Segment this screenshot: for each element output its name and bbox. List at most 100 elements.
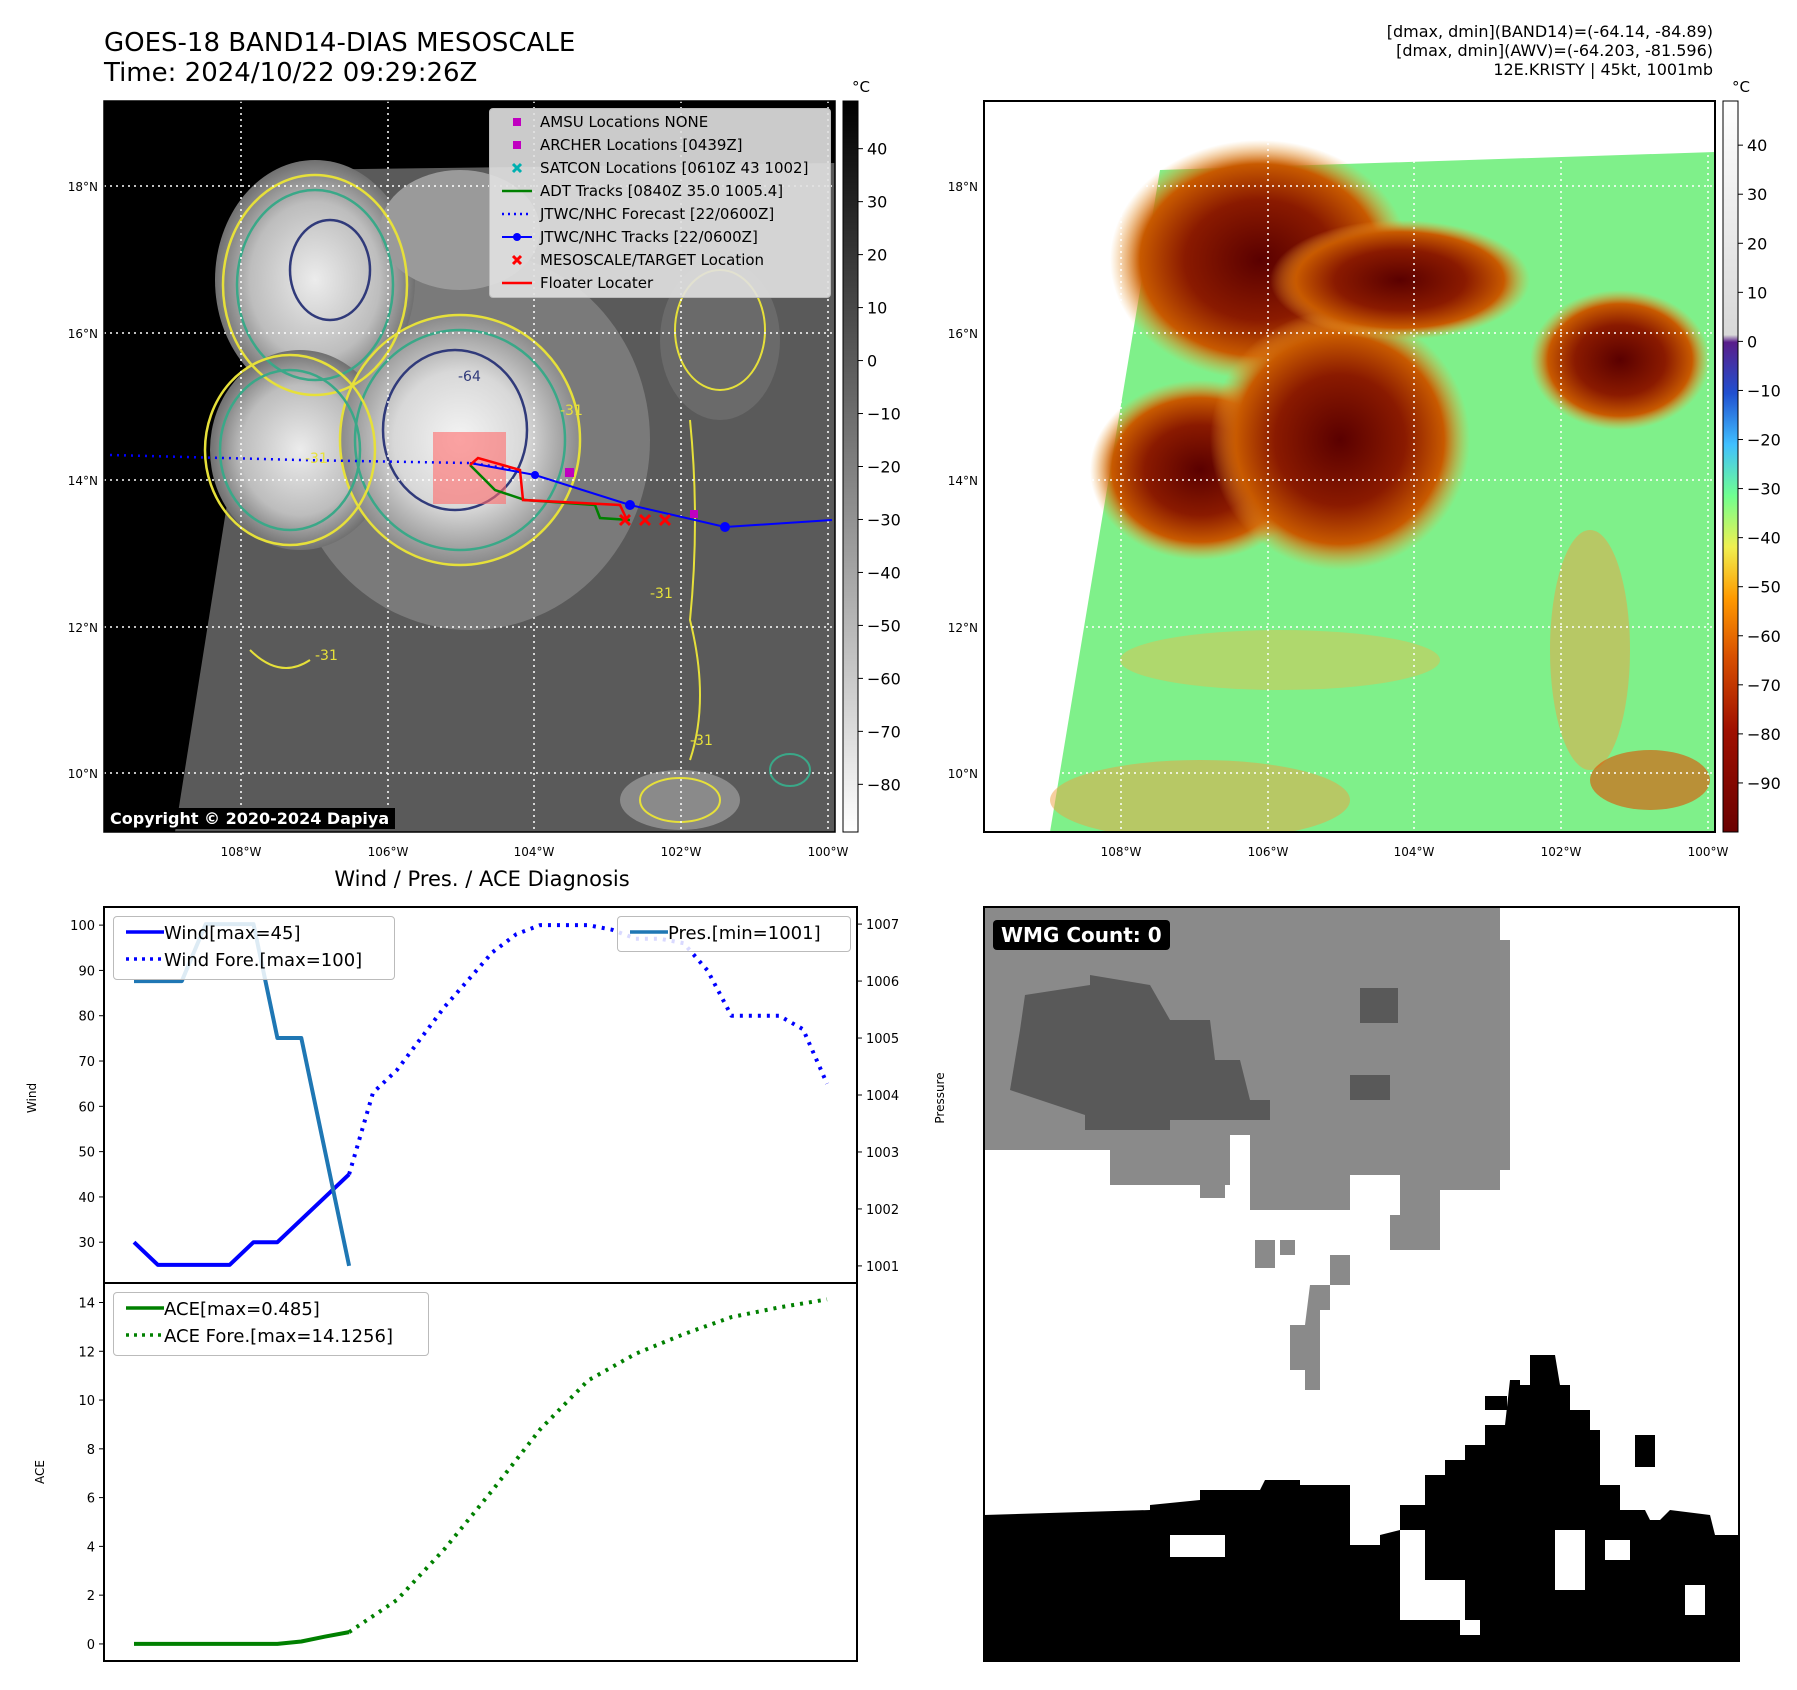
map1-axis-labels: 108°W 106°W 104°W 102°W 100°W 18°N 16°N 14°N 12°… — [68, 180, 849, 859]
map-legend-swatch — [511, 162, 523, 174]
map-legend-label: MESOSCALE/TARGET Location — [540, 251, 765, 269]
series-line-0 — [132, 1172, 351, 1267]
map-legend-label: ADT Tracks [0840Z 35.0 1005.4] — [540, 182, 784, 200]
track-point — [531, 471, 539, 479]
contour-label: -31 — [560, 403, 583, 419]
storm-info: [dmax, dmin](BAND14)=(-64.14, -84.89) [d… — [1387, 22, 1713, 79]
wmg-count-label: WMG Count: 0 — [993, 920, 1170, 950]
lon-label: 104°W — [514, 845, 555, 859]
track-point — [625, 500, 635, 510]
y-tick-label: 60 — [78, 1100, 95, 1115]
info-line-3: 12E.KRISTY | 45kt, 1001mb — [1493, 60, 1713, 79]
legend-label-wind-forecast: Wind Fore.[max=100] — [164, 950, 363, 971]
lon-label: 100°W — [808, 845, 849, 859]
wmg-dark-region — [1010, 975, 1270, 1130]
lat-label: 10°N — [948, 767, 978, 781]
wmg-white-hole — [1400, 1530, 1465, 1620]
contour-labels: -64 -31 -31 -31 -31 -31 — [305, 369, 713, 749]
legend-label-pressure: Pres.[min=1001] — [668, 923, 821, 944]
y-tick-label: 8 — [87, 1443, 95, 1458]
map-legend-swatch — [513, 141, 521, 149]
floater-track — [469, 456, 629, 521]
map2-gridlines — [984, 101, 1715, 832]
colorbar-tick-label: −30 — [867, 510, 901, 529]
track-overlays — [109, 453, 833, 532]
pressure-legend: Pres.[min=1001] — [617, 916, 851, 952]
map-legend-label: SATCON Locations [0610Z 43 1002] — [540, 159, 809, 177]
y-tick-label: 10 — [78, 1394, 95, 1409]
lat-label: 18°N — [68, 180, 98, 194]
colorbar-color — [1722, 100, 1739, 833]
ir-map-image — [104, 101, 835, 832]
y-right-tick-label: 1001 — [866, 1260, 899, 1275]
wmg-black-block — [1635, 1435, 1655, 1467]
contour-label: -31 — [690, 733, 713, 749]
wmg-frame — [983, 906, 1740, 1662]
map-legend-swatch — [502, 281, 532, 285]
copyright-label: Copyright © 2020-2024 Dapiya — [104, 808, 396, 829]
map-legend-swatch — [502, 212, 532, 216]
y-tick-label: 40 — [78, 1191, 95, 1206]
colorbar-tick-label: −70 — [867, 722, 901, 741]
series-line-0 — [134, 1630, 350, 1646]
lat-label: 12°N — [68, 621, 98, 635]
map2-axis-labels: 108°W 106°W 104°W 102°W 100°W 18°N 16°N 14°N 12°… — [948, 180, 1729, 859]
colorbar-tick-label: −80 — [1747, 725, 1781, 744]
y-right-tick-label: 1003 — [866, 1146, 899, 1161]
wmg-white-hole — [1555, 1530, 1585, 1590]
legend-swatch-ace — [126, 1306, 164, 1310]
colorbar-gray — [842, 100, 859, 833]
y-right-tick-label: 1004 — [866, 1089, 899, 1104]
lon-label: 104°W — [1394, 845, 1435, 859]
colorbar-tick-label: 20 — [1747, 234, 1767, 253]
jtwc-forecast-track — [109, 453, 521, 472]
legend-swatch-wind — [126, 930, 164, 934]
colorbar-tick-label: −50 — [1747, 578, 1781, 597]
y-tick-label: 4 — [87, 1540, 95, 1555]
lat-label: 12°N — [948, 621, 978, 635]
lat-label: 10°N — [68, 767, 98, 781]
map-legend: AMSU Locations NONE ARCHER Locations [043… — [489, 108, 831, 298]
wind-axis-label: Wind — [25, 1083, 39, 1113]
lon-label: 108°W — [1101, 845, 1142, 859]
track-point — [720, 522, 730, 532]
colorbar-tick-label: −50 — [867, 616, 901, 635]
awv-map-image — [984, 101, 1715, 832]
wmg-gray-streak — [1290, 1285, 1330, 1390]
lat-label: 14°N — [948, 474, 978, 488]
figure-title: GOES-18 BAND14-DIAS MESOSCALE Time: 2024… — [104, 28, 575, 88]
diagnosis-chart-title: Wind / Pres. / ACE Diagnosis — [334, 867, 629, 891]
colorbar-tick-label: −10 — [1747, 381, 1781, 400]
contour-label: -31 — [315, 648, 338, 664]
wmg-white-hole — [1460, 1620, 1480, 1635]
colorbar2-ticks: 40 30 20 10 0 −10 −20 −30 −40 −50 −60 −70 −80 −90 — [1738, 136, 1781, 793]
map-legend-label: Floater Locater — [540, 274, 654, 292]
wmg-white-hole — [1170, 1535, 1225, 1557]
map-legend-label: JTWC/NHC Tracks [22/0600Z] — [540, 228, 758, 246]
ace-axis-label: ACE — [33, 1460, 47, 1484]
legend-swatch-ace-forecast — [126, 1333, 164, 1337]
lat-label: 18°N — [948, 180, 978, 194]
y-tick-label: 6 — [87, 1492, 95, 1507]
colorbar-tick-label: 20 — [867, 246, 887, 265]
pressure-axis-label: Pressure — [933, 1072, 947, 1123]
legend-label-wind: Wind[max=45] — [164, 923, 301, 944]
wmg-panel — [983, 906, 1740, 1662]
ace-legend: ACE[max=0.485] ACE Fore.[max=14.1256] — [113, 1292, 429, 1356]
y-tick-label: 70 — [78, 1055, 95, 1070]
map-legend-swatch — [513, 118, 521, 126]
legend-swatch-pressure — [630, 930, 668, 934]
wmg-gray-block — [1200, 1180, 1225, 1198]
wmg-dark-block — [1350, 1075, 1390, 1100]
wmg-gray-block — [1255, 1240, 1275, 1268]
colorbar-tick-label: −20 — [1747, 431, 1781, 450]
lat-label: 16°N — [68, 327, 98, 341]
y-right-tick-label: 1002 — [866, 1203, 899, 1218]
lat-label: 14°N — [68, 474, 98, 488]
colorbar-tick-label: 10 — [867, 299, 887, 318]
y-tick-label: 2 — [87, 1589, 95, 1604]
colorbar-tick-label: 0 — [867, 352, 877, 371]
series-line-1 — [347, 1297, 828, 1634]
y-tick-label: 80 — [78, 1010, 95, 1025]
